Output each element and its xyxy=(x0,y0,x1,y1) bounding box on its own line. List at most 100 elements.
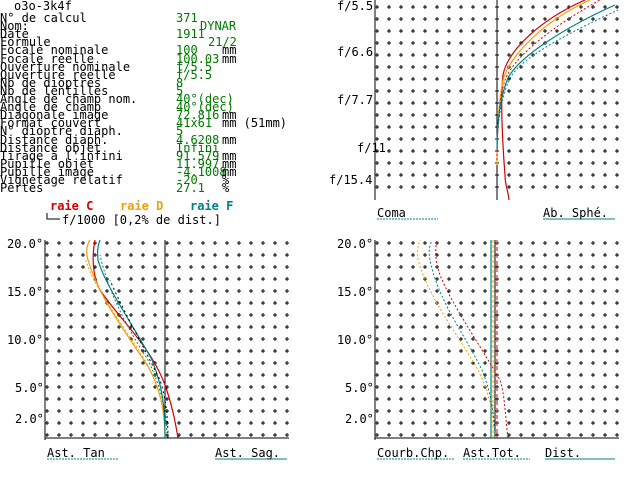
grid-mark xyxy=(543,17,547,21)
legend-raie-d: raie D xyxy=(120,199,164,213)
grid-mark xyxy=(591,241,595,245)
grid-mark xyxy=(399,325,403,329)
grid-mark xyxy=(45,241,49,245)
grid-mark xyxy=(543,137,547,141)
grid-mark xyxy=(483,325,487,329)
grid-mark xyxy=(483,277,487,281)
param-value: 100 xyxy=(176,43,198,57)
grid-mark xyxy=(387,409,391,413)
grid-mark xyxy=(543,373,547,377)
grid-mark xyxy=(591,265,595,269)
grid-mark xyxy=(435,409,439,413)
grid-mark xyxy=(567,325,571,329)
grid-mark xyxy=(459,361,463,365)
grid-mark xyxy=(423,173,427,177)
grid-mark xyxy=(201,385,205,389)
grid-mark xyxy=(399,161,403,165)
grid-mark xyxy=(249,385,253,389)
grid-mark xyxy=(483,265,487,269)
grid-mark xyxy=(459,65,463,69)
grid-mark xyxy=(519,397,523,401)
grid-mark xyxy=(399,349,403,353)
grid-mark xyxy=(519,421,523,425)
grid-mark xyxy=(387,277,391,281)
grid-mark xyxy=(567,89,571,93)
grid-mark xyxy=(423,53,427,57)
grid-mark xyxy=(579,409,583,413)
grid-mark xyxy=(567,337,571,341)
grid-mark xyxy=(483,113,487,117)
grid-mark xyxy=(57,301,61,305)
grid-mark xyxy=(411,149,415,153)
grid-mark xyxy=(531,65,535,69)
grid-mark xyxy=(189,349,193,353)
grid-mark xyxy=(471,173,475,177)
grid-mark xyxy=(519,433,523,437)
grid-mark xyxy=(201,265,205,269)
grid-mark xyxy=(435,173,439,177)
grid-mark xyxy=(435,289,439,293)
grid-mark xyxy=(375,397,379,401)
grid-mark xyxy=(543,349,547,353)
grid-mark xyxy=(399,65,403,69)
grid-mark xyxy=(387,41,391,45)
grid-mark xyxy=(153,301,157,305)
grid-mark xyxy=(447,161,451,165)
param-value: 5 xyxy=(176,124,184,138)
grid-mark xyxy=(471,397,475,401)
grid-mark xyxy=(105,373,109,377)
grid-mark xyxy=(273,433,277,437)
grid-mark xyxy=(507,89,511,93)
grid-mark xyxy=(579,29,583,33)
grid-mark xyxy=(129,361,133,365)
grid-mark xyxy=(411,29,415,33)
grid-mark xyxy=(237,265,241,269)
grid-mark xyxy=(435,397,439,401)
grid-mark xyxy=(567,421,571,425)
grid-mark xyxy=(141,289,145,293)
grid-mark xyxy=(531,185,535,189)
grid-mark xyxy=(57,289,61,293)
grid-mark xyxy=(213,277,217,281)
grid-mark xyxy=(471,337,475,341)
grid-mark xyxy=(579,337,583,341)
grid-mark xyxy=(261,277,265,281)
grid-mark xyxy=(375,361,379,365)
grid-mark xyxy=(615,325,619,329)
param-label: Pupille image xyxy=(0,165,94,179)
grid-mark xyxy=(423,409,427,413)
grid-mark xyxy=(555,325,559,329)
distortion-label: Dist. xyxy=(545,446,582,460)
grid-mark xyxy=(459,373,463,377)
grid-mark xyxy=(603,137,607,141)
grid-mark xyxy=(543,361,547,365)
grid-mark xyxy=(45,349,49,353)
grid-mark xyxy=(189,397,193,401)
grid-mark xyxy=(531,409,535,413)
legend-raie-c: raie C xyxy=(50,199,94,213)
grid-mark xyxy=(117,397,121,401)
grid-mark xyxy=(81,397,85,401)
grid-mark xyxy=(543,101,547,105)
grid-mark xyxy=(225,241,229,245)
grid-mark xyxy=(447,397,451,401)
grid-mark xyxy=(411,265,415,269)
param-label: Nb de lentilles xyxy=(0,84,109,98)
grid-mark xyxy=(603,53,607,57)
grid-mark xyxy=(411,53,415,57)
grid-mark xyxy=(567,53,571,57)
grid-mark xyxy=(141,265,145,269)
grid-mark xyxy=(519,409,523,413)
grid-mark xyxy=(591,373,595,377)
grid-mark xyxy=(285,253,289,257)
grid-mark xyxy=(507,253,511,257)
grid-mark xyxy=(375,137,379,141)
grid-mark xyxy=(579,253,583,257)
grid-mark xyxy=(81,361,85,365)
grid-mark xyxy=(459,433,463,437)
grid-mark xyxy=(435,361,439,365)
grid-mark xyxy=(153,421,157,425)
grid-mark xyxy=(579,361,583,365)
grid-mark xyxy=(399,113,403,117)
grid-mark xyxy=(447,265,451,269)
